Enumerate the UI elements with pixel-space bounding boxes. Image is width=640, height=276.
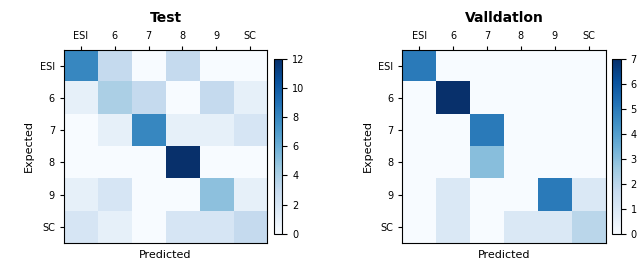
Y-axis label: Expected: Expected (24, 120, 35, 172)
Y-axis label: Expected: Expected (363, 120, 372, 172)
Title: Test: Test (150, 11, 182, 25)
X-axis label: Predicted: Predicted (477, 250, 530, 260)
Title: Valldatlon: Valldatlon (465, 11, 543, 25)
X-axis label: Predicted: Predicted (140, 250, 192, 260)
